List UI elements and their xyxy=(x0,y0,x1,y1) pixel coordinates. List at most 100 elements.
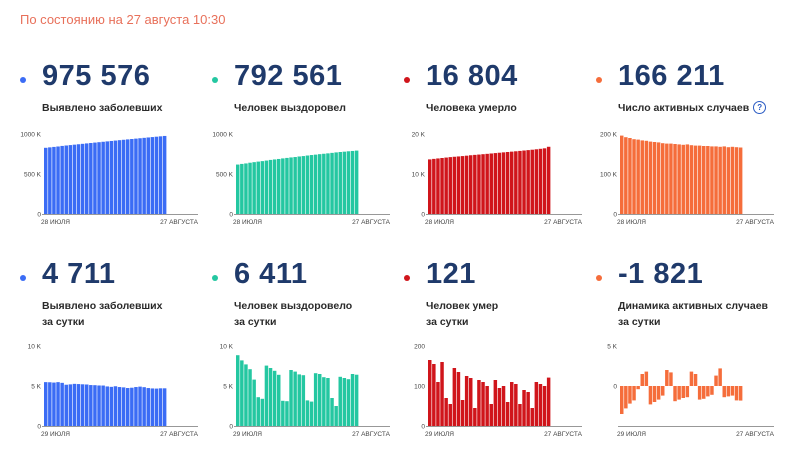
bar xyxy=(489,404,493,426)
stat-label: Выявлено заболевших за сутки xyxy=(42,298,162,330)
y-tick-label: 0 xyxy=(37,212,41,219)
bar xyxy=(130,139,134,214)
bar xyxy=(326,153,330,214)
color-dot xyxy=(20,77,26,83)
bar xyxy=(126,139,130,214)
bar xyxy=(260,161,265,214)
bar xyxy=(456,156,461,214)
y-tick-label: 500 K xyxy=(216,172,234,179)
bar xyxy=(334,152,338,214)
bar xyxy=(620,135,624,214)
bar xyxy=(293,371,297,426)
bar xyxy=(56,146,60,214)
info-icon[interactable]: ? xyxy=(753,101,767,114)
bar xyxy=(497,152,502,214)
bar-chart: 0 500 K 1000 K 28 ИЮЛЯ 27 АВГУСТА xyxy=(20,132,199,227)
bar-chart: 0 100 K 200 K 28 ИЮЛЯ 27 АВГУСТА xyxy=(600,132,775,227)
bar xyxy=(730,386,735,396)
bar xyxy=(113,386,118,426)
y-tick-label: 0 xyxy=(229,424,233,431)
bar xyxy=(489,153,493,214)
bar xyxy=(534,382,539,426)
bar xyxy=(428,360,432,426)
stat-label: Человек умер за сутки xyxy=(426,298,498,330)
bar xyxy=(281,400,285,426)
bar xyxy=(56,382,60,426)
bar xyxy=(510,151,514,214)
x-start-label: 29 ИЮЛЯ xyxy=(41,431,70,438)
y-tick-label: 1000 K xyxy=(20,132,41,139)
color-dot xyxy=(596,77,602,83)
bar xyxy=(530,408,534,426)
y-tick-label: 5 K xyxy=(607,344,617,351)
bar xyxy=(661,386,665,396)
bar xyxy=(117,140,122,214)
stat-label-line: за сутки xyxy=(618,316,661,328)
bar xyxy=(706,146,710,214)
stat-card-detected-total: 975 576 Выявлено заболевших 0 500 K 1000 K 28… xyxy=(20,60,210,275)
bar xyxy=(68,384,73,426)
bar xyxy=(677,386,681,400)
stat-label-line: Человек умер xyxy=(426,300,499,312)
bar xyxy=(738,386,743,401)
bar xyxy=(710,146,714,214)
bar xyxy=(514,151,518,214)
bar xyxy=(689,371,694,386)
bar xyxy=(150,137,155,214)
bar xyxy=(440,158,444,214)
y-tick-label: 1000 K xyxy=(212,132,233,139)
bar xyxy=(714,375,718,386)
bar xyxy=(510,382,514,426)
bar xyxy=(456,372,461,426)
bar xyxy=(648,386,653,405)
bar xyxy=(738,147,743,214)
bar-chart: 0 10 K 20 K 28 ИЮЛЯ 27 АВГУСТА xyxy=(412,132,583,227)
bar xyxy=(652,386,657,402)
bar xyxy=(305,400,310,426)
bar xyxy=(522,390,526,426)
stat-label-line: за сутки xyxy=(426,316,469,328)
x-end-label: 27 АВГУСТА xyxy=(160,219,199,226)
bar xyxy=(76,144,81,214)
bar xyxy=(718,146,722,214)
y-tick-label: 500 K xyxy=(24,172,42,179)
bar xyxy=(68,145,73,214)
bar xyxy=(469,378,473,426)
bar xyxy=(85,384,89,426)
bar xyxy=(542,386,547,426)
bar xyxy=(285,401,289,426)
bar xyxy=(48,382,52,426)
bar xyxy=(309,155,314,214)
bar xyxy=(44,147,48,214)
y-tick-label: 10 K xyxy=(28,344,42,351)
bar xyxy=(718,368,722,386)
bar xyxy=(248,369,252,426)
bar-chart: 0 5 K 10 K 29 ИЮЛЯ 27 АВГУСТА xyxy=(220,344,391,439)
bar xyxy=(669,372,673,386)
bar xyxy=(105,386,109,426)
bar xyxy=(677,144,681,214)
bar xyxy=(305,155,310,214)
bar xyxy=(293,157,297,214)
bar xyxy=(481,154,485,214)
bar xyxy=(268,159,273,214)
bar xyxy=(154,388,159,426)
bar-chart: 0 100 200 29 ИЮЛЯ 27 АВГУСТА xyxy=(414,344,583,439)
bar xyxy=(693,374,698,386)
bar xyxy=(673,386,677,402)
stat-card-deaths-total: 16 804 Человека умерло 0 10 K 20 K 28 ИЮЛЯ 27 … xyxy=(404,60,594,275)
stat-label-line: за сутки xyxy=(234,316,277,328)
x-end-label: 27 АВГУСТА xyxy=(544,431,583,438)
status-timestamp: По состоянию на 27 августа 10:30 xyxy=(20,12,226,27)
stat-value: 6 411 xyxy=(234,258,308,290)
stat-label-line: Человека умерло xyxy=(426,102,517,114)
bar xyxy=(64,145,68,214)
x-start-label: 28 ИЮЛЯ xyxy=(233,219,262,226)
y-tick-label: 100 K xyxy=(600,172,618,179)
bar xyxy=(158,388,163,426)
x-end-label: 27 АВГУСТА xyxy=(352,219,391,226)
x-end-label: 27 АВГУСТА xyxy=(736,431,775,438)
bar xyxy=(722,146,726,214)
stat-label: Человека умерло xyxy=(426,100,517,116)
stat-value: 121 xyxy=(426,258,476,290)
